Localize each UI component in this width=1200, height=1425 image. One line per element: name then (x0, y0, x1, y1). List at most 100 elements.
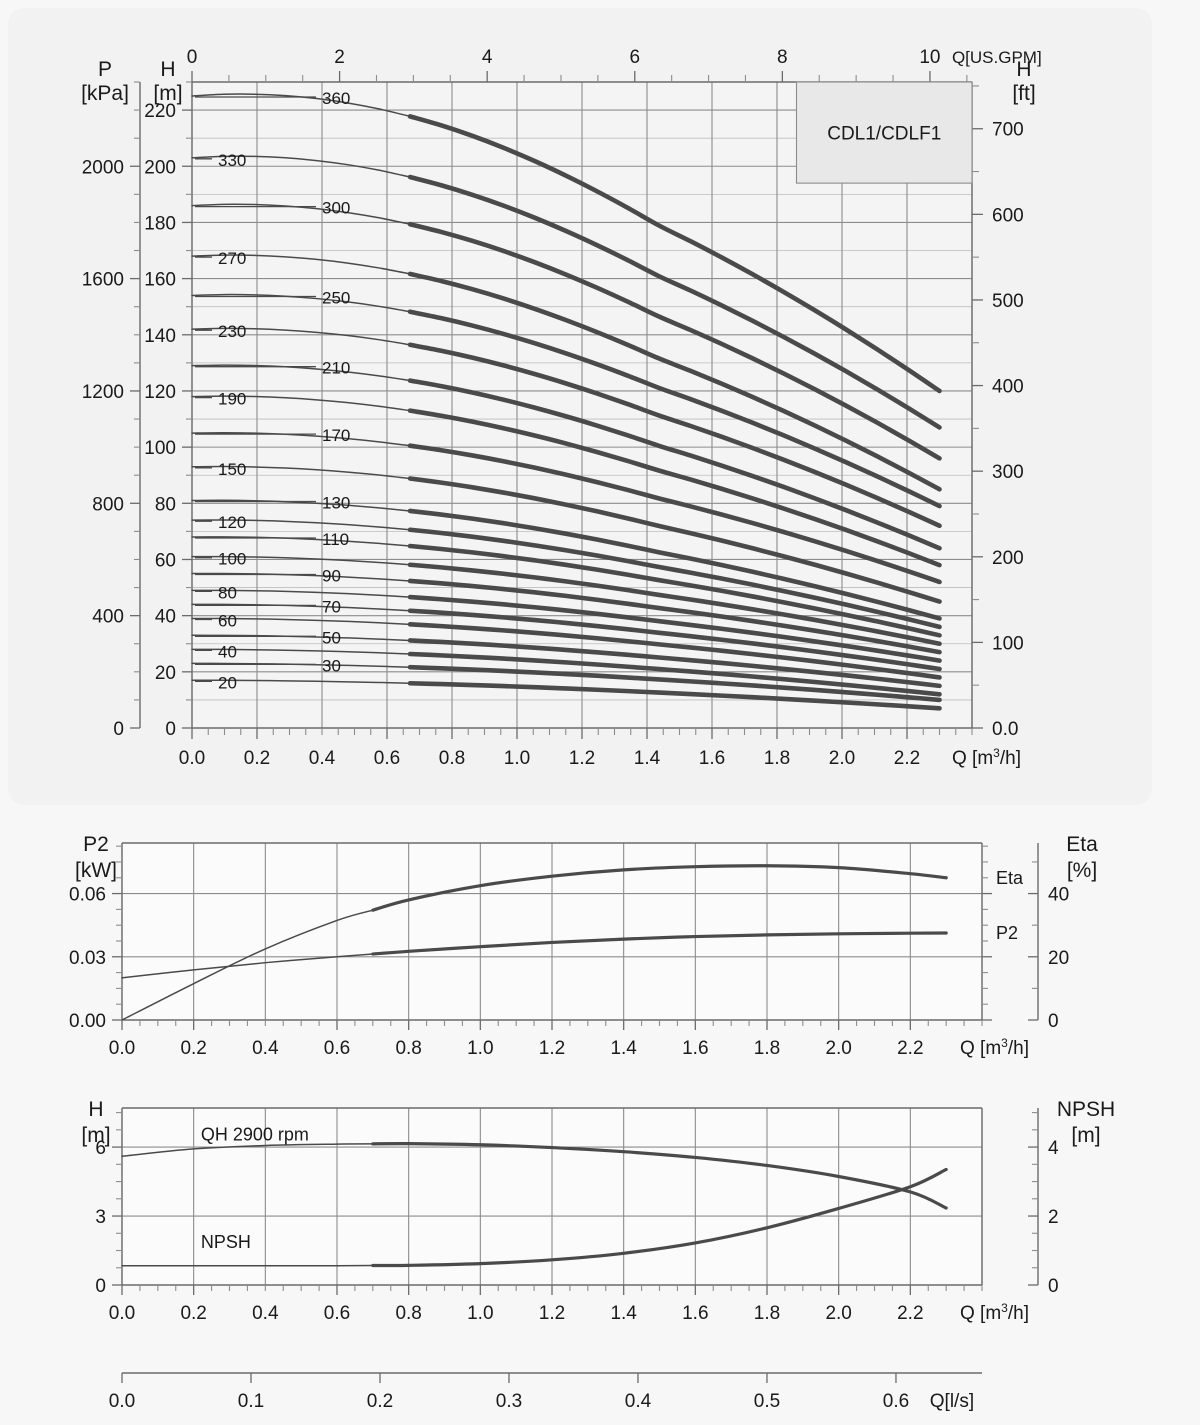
q-axis-tick-label: 1.6 (699, 748, 725, 769)
qh-curve-label: 30 (322, 656, 341, 675)
ft-axis-tick-label: 0.0 (992, 719, 1018, 740)
qh-curve-label: 110 (322, 530, 349, 549)
gpm-axis-tick-label: 4 (482, 47, 493, 68)
q-axis-tick-label: 1.2 (539, 1303, 565, 1324)
q-axis-tick-label: 0.4 (252, 1303, 279, 1324)
q-axis-tick-label: 1.4 (610, 1303, 637, 1324)
eta-series-label: Eta (996, 868, 1024, 888)
qh-curve-label: 300 (322, 199, 350, 218)
qh-curve-label: 150 (218, 460, 246, 479)
gpm-axis-tick-label: 2 (334, 47, 345, 68)
p2-axis-tick-label: 0.06 (69, 885, 106, 906)
ls-axis-tick-label: 0.2 (367, 1391, 393, 1412)
p-axis-tick-label: 400 (92, 607, 124, 628)
qh-curve-label: 130 (322, 493, 350, 512)
p-axis-tick-label: 1200 (82, 382, 124, 403)
q-axis-tick-label: 1.6 (682, 1038, 708, 1059)
q-axis-tick-label: 1.8 (764, 748, 790, 769)
h-axis-tick-label: 20 (155, 663, 176, 684)
q-axis-tick-label: 1.4 (634, 748, 661, 769)
h-axis-tick-label: 140 (144, 326, 176, 347)
h-axis-tick-label: 40 (155, 607, 176, 628)
p2-axis-unit: [kW] (75, 859, 117, 882)
q-axis-tick-label: 0.4 (252, 1038, 279, 1059)
p-axis-unit: [kPa] (81, 82, 129, 105)
ls-axis-tick-label: 0.1 (238, 1391, 264, 1412)
qh-curve-label: 40 (218, 642, 237, 661)
q-axis-tick-label: 0.2 (180, 1303, 206, 1324)
gpm-axis-tick-label: 8 (777, 47, 788, 68)
h-axis-tick-label: 180 (144, 213, 176, 234)
h-axis-tick-label: 3 (95, 1207, 106, 1228)
gpm-axis-tick-label: 0 (187, 47, 198, 68)
ft-axis-tick-label: 200 (992, 548, 1024, 569)
q-axis-tick-label: 0.2 (180, 1038, 206, 1059)
q-axis-tick-label: 2.2 (894, 748, 920, 769)
q-axis-tick-label: 0.8 (439, 748, 465, 769)
qh-curve-label: 70 (322, 597, 341, 616)
q-axis-tick-label: 0.0 (109, 1303, 135, 1324)
npsh-axis-tick-label: 4 (1048, 1138, 1059, 1159)
qh-curve-label: 60 (218, 611, 237, 630)
qh-curve-label: 210 (322, 359, 350, 378)
p2-axis-tick-label: 0.00 (69, 1011, 106, 1032)
qh-curve-label: 250 (322, 288, 350, 307)
qh-2900-label: QH 2900 rpm (201, 1124, 309, 1144)
q-axis-tick-label: 0.6 (324, 1038, 350, 1059)
npsh-axis-unit: [m] (1071, 1124, 1100, 1147)
npsh-label: NPSH (201, 1232, 251, 1252)
q-axis-tick-label: 2.0 (829, 748, 855, 769)
q-axis-tick-label: 1.4 (610, 1038, 637, 1059)
q-axis-tick-label: 2.0 (825, 1038, 851, 1059)
ls-axis-tick-label: 0.6 (883, 1391, 909, 1412)
q-axis-title: Q [m3/h] (952, 746, 1021, 769)
ft-axis-tick-label: 600 (992, 205, 1024, 226)
qh-curve-label: 360 (322, 89, 350, 108)
ls-axis-tick-label: 0.3 (496, 1391, 522, 1412)
npsh-axis-title: NPSH (1057, 1098, 1115, 1121)
eta-axis-unit: [%] (1067, 859, 1097, 882)
eta-axis-tick-label: 40 (1048, 885, 1069, 906)
gpm-axis-tick-label: 10 (919, 47, 940, 68)
h-axis-unit: [m] (81, 1124, 110, 1147)
q-axis-tick-label: 1.2 (539, 1038, 565, 1059)
ft-axis-tick-label: 700 (992, 120, 1024, 141)
p2-axis-tick-label: 0.03 (69, 948, 106, 969)
qh-curve-label: 230 (218, 322, 246, 341)
qh-curve-label: 20 (218, 673, 237, 692)
p-axis-tick-label: 800 (92, 494, 124, 515)
q-axis-tick-label: 1.6 (682, 1303, 708, 1324)
h-axis-unit: [m] (153, 82, 182, 105)
q-axis-title: Q [m3/h] (960, 1036, 1029, 1059)
q-axis-tick-label: 1.8 (754, 1303, 780, 1324)
h-axis-tick-label: 80 (155, 494, 176, 515)
qh-curve-label: 170 (322, 426, 350, 445)
h-axis-tick-label: 0 (95, 1276, 106, 1297)
ls-axis-tick-label: 0.0 (109, 1391, 135, 1412)
h-axis-tick-label: 160 (144, 270, 176, 291)
qh-curve-label: 90 (322, 567, 341, 586)
p-axis-tick-label: 2000 (82, 157, 124, 178)
npsh-axis-tick-label: 2 (1048, 1207, 1059, 1228)
qh-curve-label: 100 (218, 550, 246, 569)
ft-axis-tick-label: 500 (992, 291, 1024, 312)
qh-performance-chart: 3603303002702502302101901701501301201101… (0, 0, 1200, 800)
ft-axis-title: H (1016, 58, 1031, 81)
qh-curve-label: 50 (322, 628, 341, 647)
q-axis-tick-label: 0.0 (109, 1038, 135, 1059)
ls-axis-title: Q[l/s] (930, 1391, 974, 1412)
q-axis-title: Q [m3/h] (960, 1301, 1029, 1324)
ft-axis-tick-label: 400 (992, 377, 1024, 398)
q-axis-tick-label: 1.0 (504, 748, 530, 769)
h-axis-tick-label: 120 (144, 382, 176, 403)
q-axis-tick-label: 2.2 (897, 1038, 923, 1059)
p2-axis-title: P2 (83, 833, 109, 856)
q-axis-tick-label: 0.6 (324, 1303, 350, 1324)
h-axis-tick-label: 60 (155, 550, 176, 571)
q-axis-tick-label: 2.0 (825, 1303, 851, 1324)
h-axis-title: H (160, 58, 175, 81)
ft-axis-unit: [ft] (1012, 82, 1035, 105)
